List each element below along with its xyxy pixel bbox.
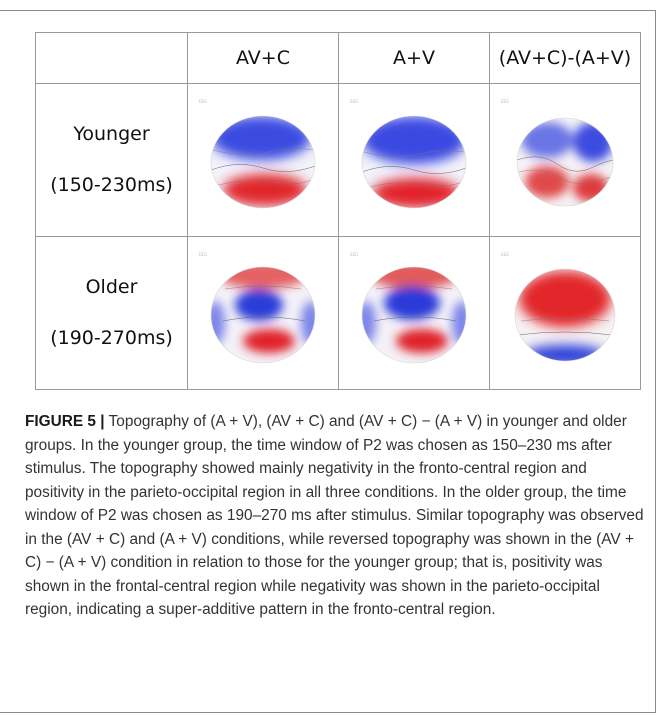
caption-text: Topography of (A + V), (AV + C) and (AV …: [25, 413, 644, 618]
row-label-older: Older (190-270ms): [35, 236, 188, 390]
group-name: Younger: [73, 123, 150, 146]
cell-younger-av-c: EEG: [187, 83, 339, 237]
group-name: Older: [85, 276, 138, 299]
header-empty: [35, 32, 188, 84]
topomap-younger-av-c: EEG: [199, 99, 316, 209]
cell-older-a-v: EEG: [338, 236, 490, 390]
cell-younger-difference: EEG: [489, 83, 641, 237]
row-label-younger: Younger (150-230ms): [35, 83, 188, 237]
header-av-c: AV+C: [187, 32, 339, 84]
svg-text:EEG: EEG: [199, 252, 207, 257]
topomap-older-av-c: EEG: [199, 252, 316, 364]
svg-text:EEG: EEG: [350, 252, 358, 257]
cell-older-difference: EEG: [489, 236, 641, 390]
topography-table: AV+C A+V (AV+C)-(A+V) Younger (150-230ms…: [35, 32, 641, 390]
svg-text:EEG: EEG: [501, 252, 509, 257]
svg-text:EEG: EEG: [350, 99, 358, 104]
topomap-younger-a-v: EEG: [350, 99, 467, 209]
svg-text:EEG: EEG: [501, 99, 509, 104]
topomap-older-a-v: EEG: [350, 252, 467, 364]
cell-older-av-c: EEG: [187, 236, 339, 390]
figure-label: FIGURE 5 |: [25, 413, 105, 430]
time-window: (150-230ms): [50, 174, 173, 196]
topomap-older-difference: EEG: [501, 252, 616, 362]
svg-text:EEG: EEG: [199, 99, 207, 104]
cell-younger-a-v: EEG: [338, 83, 490, 237]
time-window: (190-270ms): [50, 327, 173, 349]
figure-caption: FIGURE 5 | Topography of (A + V), (AV + …: [25, 410, 650, 622]
topomap-younger-difference: EEG: [501, 99, 614, 207]
header-difference: (AV+C)-(A+V): [489, 32, 641, 84]
header-a-v: A+V: [338, 32, 490, 84]
figure-frame: [0, 10, 656, 713]
